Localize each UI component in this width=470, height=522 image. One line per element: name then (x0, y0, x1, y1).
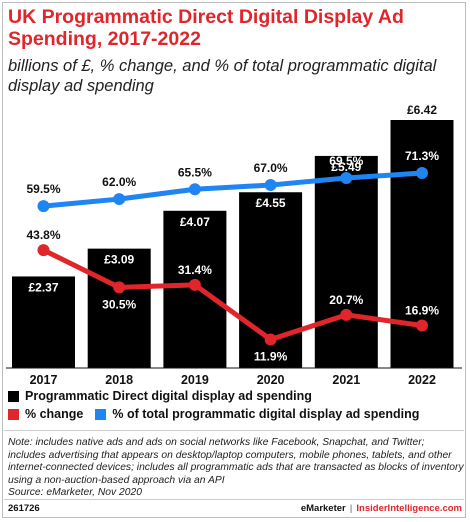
divider-top (4, 430, 464, 431)
legend-row-2: % change % of total programmatic digital… (8, 407, 431, 421)
share-label-2021: 69.5% (329, 154, 363, 168)
brand-separator: | (349, 503, 353, 514)
share-label-2018: 62.0% (102, 175, 136, 189)
bar-label-2019: £4.07 (180, 215, 210, 229)
brand-emarketer: eMarketer (300, 503, 346, 514)
x-tick-2021: 2021 (332, 373, 360, 387)
legend-row-1: Programmatic Direct digital display ad s… (8, 389, 324, 403)
share-point-2018 (113, 193, 126, 206)
bar-label-2017: £2.37 (28, 280, 58, 294)
brand-insider: InsiderIntelligence.com (356, 503, 462, 514)
legend-label-bars: Programmatic Direct digital display ad s… (25, 389, 312, 403)
legend-swatch-change (8, 408, 19, 420)
change-point-2019 (188, 278, 201, 291)
share-point-2021 (340, 172, 353, 185)
legend-label-change: % change (25, 407, 84, 421)
bar-label-2020: £4.55 (256, 196, 286, 210)
change-line (41, 247, 425, 342)
legend-swatch-bars (8, 390, 19, 402)
share-point-2022 (416, 167, 428, 179)
footer-brand: eMarketer | InsiderIntelligence.com (301, 503, 462, 514)
share-point-2017 (37, 200, 50, 213)
change-label-2021: 20.7% (329, 293, 363, 307)
x-tick-2019: 2019 (181, 373, 209, 387)
legend-item-share: % of total programmatic digital display … (95, 407, 419, 421)
legend-item-bars: Programmatic Direct digital display ad s… (8, 389, 312, 403)
change-label-2020: 11.9% (254, 350, 288, 364)
share-label-2019: 65.5% (178, 165, 212, 179)
note-text: Note: includes native ads and ads on soc… (8, 437, 464, 486)
divider-bottom (4, 499, 464, 500)
share-label-2017: 59.5% (26, 182, 60, 196)
legend-swatch-share (95, 408, 107, 420)
bar-2018 (87, 248, 151, 368)
share-label-2022: 71.3% (405, 149, 439, 163)
share-point-2019 (188, 183, 201, 196)
share-label-2020: 67.0% (254, 161, 288, 175)
share-point-2020 (264, 179, 277, 192)
change-point-2018 (113, 281, 126, 294)
chart-plot: £2.37 £3.09 £4.07 £4.55 £5.49 £6.42 59.5% 62.0%… (6, 103, 462, 387)
change-point-2022 (416, 319, 428, 332)
change-label-2022: 16.9% (405, 303, 439, 317)
bar-2021 (314, 155, 378, 368)
change-point-2021 (340, 308, 353, 321)
change-point-2020 (264, 333, 277, 346)
footnote: Note: includes native ads and ads on soc… (8, 437, 464, 500)
x-tick-2022: 2022 (408, 373, 436, 387)
legend-item-change: % change (8, 407, 83, 421)
chart-subtitle: billions of £, % change, and % of total … (8, 57, 437, 95)
bar-2017 (12, 276, 75, 368)
change-label-2019: 31.4% (178, 263, 212, 277)
share-line (41, 170, 425, 209)
change-label-2018: 30.5% (102, 297, 136, 311)
legend-label-share: % of total programmatic digital display … (112, 407, 420, 421)
chart-frame (2, 2, 466, 518)
bar-label-2018: £3.09 (104, 253, 134, 267)
x-tick-2018: 2018 (105, 373, 133, 387)
source-text: Source: eMarketer, Nov 2020 (8, 487, 142, 498)
change-point-2017 (37, 244, 50, 257)
x-tick-2020: 2020 (257, 373, 285, 387)
bar-label-2022: £6.42 (407, 103, 437, 117)
chart-title: UK Programmatic Direct Digital Display A… (8, 6, 404, 50)
change-label-2017: 43.8% (26, 228, 60, 242)
bar-label-2021: £5.49 (331, 160, 361, 174)
chart-id: 261726 (8, 503, 40, 514)
x-tick-2017: 2017 (30, 373, 58, 387)
